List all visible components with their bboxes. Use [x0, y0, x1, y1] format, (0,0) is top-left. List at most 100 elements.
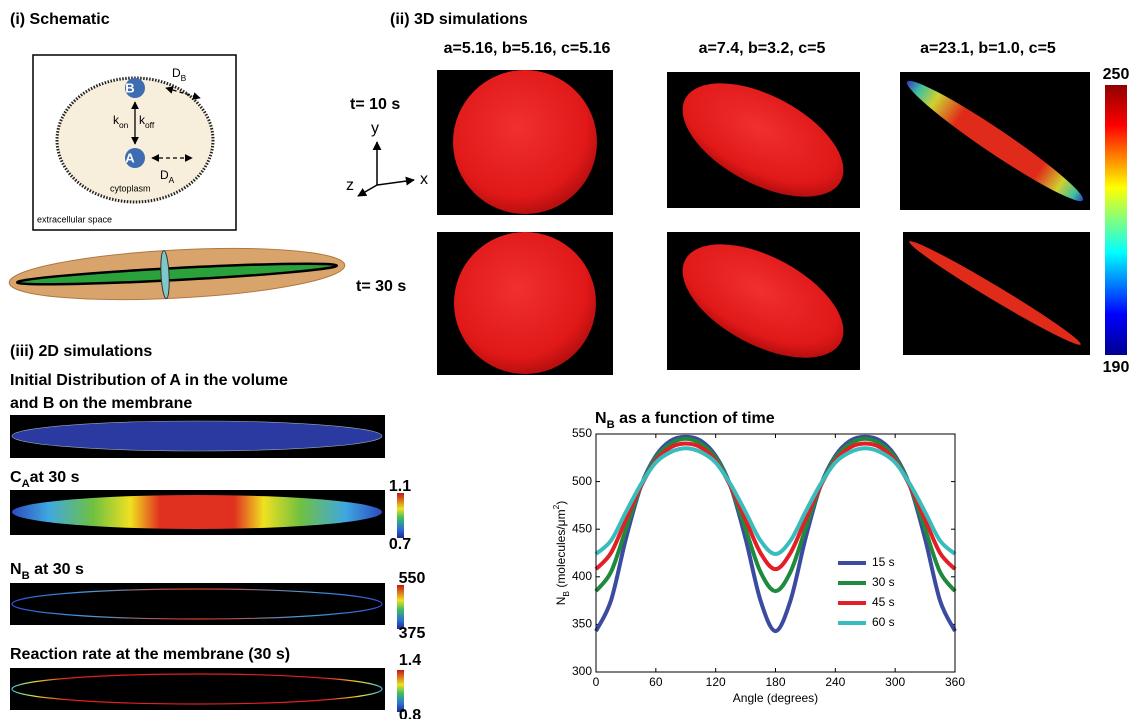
y-tick-label: 450 [572, 521, 592, 535]
y-tick-label: 350 [572, 617, 592, 631]
sim-shape [682, 83, 844, 197]
y-axis-label-part: ) [554, 501, 568, 505]
x-tick-label: 240 [825, 675, 845, 689]
rate-label-part: D [160, 168, 169, 182]
species-label: B [125, 80, 134, 95]
x-tick-label: 180 [765, 675, 785, 689]
plot-frame [595, 433, 956, 673]
y-axis-label: NB (molecules/μm2) [551, 501, 571, 606]
chart-title-part: N [595, 410, 607, 427]
chart-title-part: as a function of time [615, 410, 775, 427]
legend-label: 45 s [872, 595, 895, 609]
row-label: t= 30 s [356, 278, 406, 295]
colorbar-max: 250 [1103, 66, 1130, 83]
y-axis-label-part: B [561, 591, 571, 597]
rate-label-part: k [113, 113, 120, 127]
column-label: a=23.1, b=1.0, c=5 [920, 40, 1056, 57]
x-tick-label: 0 [593, 675, 600, 689]
strip-shape [11, 673, 383, 705]
y-tick-label: 300 [572, 664, 592, 678]
colorbar [1105, 85, 1127, 355]
rate-label-part: k [139, 113, 146, 127]
rate-label-part: B [181, 73, 187, 83]
strip-label-part: at 30 s [30, 469, 80, 486]
sim-shape [906, 80, 1084, 202]
colorbar-min: 190 [1103, 359, 1130, 376]
cell-section [15, 262, 339, 286]
rate-label-part: on [119, 120, 129, 130]
chart-title: NB as a function of time [595, 410, 775, 431]
colorbar-min: 375 [399, 625, 426, 642]
column-label: a=5.16, b=5.16, c=5.16 [444, 40, 611, 57]
x-tick-label: 300 [885, 675, 905, 689]
rate-label: DB [172, 66, 187, 83]
species-label: A [125, 150, 135, 165]
compartment-label: cytoplasm [110, 183, 151, 193]
series-line [594, 446, 957, 556]
y-axis-label-part: 2 [551, 504, 561, 509]
colorbar-min: 0.7 [389, 536, 411, 553]
colorbar-max: 550 [399, 570, 426, 587]
species-a-icon [125, 148, 145, 168]
axis-name: z [346, 177, 354, 194]
y-tick-label: 500 [572, 474, 592, 488]
rate-label-part: D [172, 66, 181, 80]
chart-title-part: B [607, 419, 615, 431]
sim-shape [682, 244, 844, 358]
colorbar [397, 585, 404, 629]
diffusion-arrow [165, 86, 201, 100]
sim-shape [909, 241, 1081, 345]
strip-label-part: B [22, 570, 30, 582]
sim-shape [453, 70, 597, 214]
colorbar-max: 1.4 [399, 652, 421, 669]
colorbar-max: 1.1 [389, 478, 411, 495]
strip-label: CAat 30 s [10, 469, 80, 490]
strip-label: NB at 30 s [10, 561, 84, 582]
axis-name: x [420, 171, 428, 188]
y-tick-label: 550 [572, 426, 592, 440]
row-label: t= 10 s [350, 96, 400, 113]
strip-heading: Initial Distribution of A in the volume [10, 372, 288, 389]
species-b-icon [125, 78, 145, 98]
strips [10, 415, 404, 712]
legend-label: 30 s [872, 575, 895, 589]
strip-label-part: C [10, 469, 22, 486]
y-tick-label: 400 [572, 569, 592, 583]
compartment-label: extracellular space [37, 214, 112, 224]
sim-images [437, 70, 1127, 375]
strip-label: Reaction rate at the membrane (30 s) [10, 646, 290, 663]
rate-label: koff [139, 113, 155, 130]
panel-title: (iii) 2D simulations [10, 343, 152, 360]
x-axis-label: Angle (degrees) [733, 691, 818, 705]
strip [10, 668, 385, 710]
strip-label-part: Reaction rate at the membrane (30 s) [10, 646, 290, 663]
strip-shape [11, 588, 383, 620]
panel-title: (i) Schematic [10, 11, 110, 28]
rate-label-part: off [145, 120, 155, 130]
strip [10, 583, 385, 625]
strip-label-part: N [10, 561, 22, 578]
rate-label: kon [113, 113, 129, 130]
strip-shape [12, 495, 382, 529]
axis-name: y [371, 120, 379, 137]
cross-section [160, 250, 170, 300]
legend-label: 15 s [872, 555, 895, 569]
axis-triad [357, 141, 415, 197]
colorbar [397, 493, 404, 538]
strip-shape [11, 420, 383, 452]
x-tick-label: 360 [945, 675, 965, 689]
strip-label-part: A [22, 478, 30, 490]
x-tick-label: 60 [649, 675, 663, 689]
sim-shape [454, 232, 596, 374]
rate-label: DA [160, 168, 175, 185]
colorbar-min: 0.8 [399, 707, 421, 719]
column-label: a=7.4, b=3.2, c=5 [699, 40, 826, 57]
legend-label: 60 s [872, 615, 895, 629]
strip-label-part: at 30 s [30, 561, 84, 578]
rate-label-part: A [169, 175, 175, 185]
panel-title: (ii) 3D simulations [390, 11, 528, 28]
x-tick-label: 120 [706, 675, 726, 689]
y-axis-label-part: N [554, 597, 568, 606]
strip-heading: and B on the membrane [10, 395, 192, 412]
